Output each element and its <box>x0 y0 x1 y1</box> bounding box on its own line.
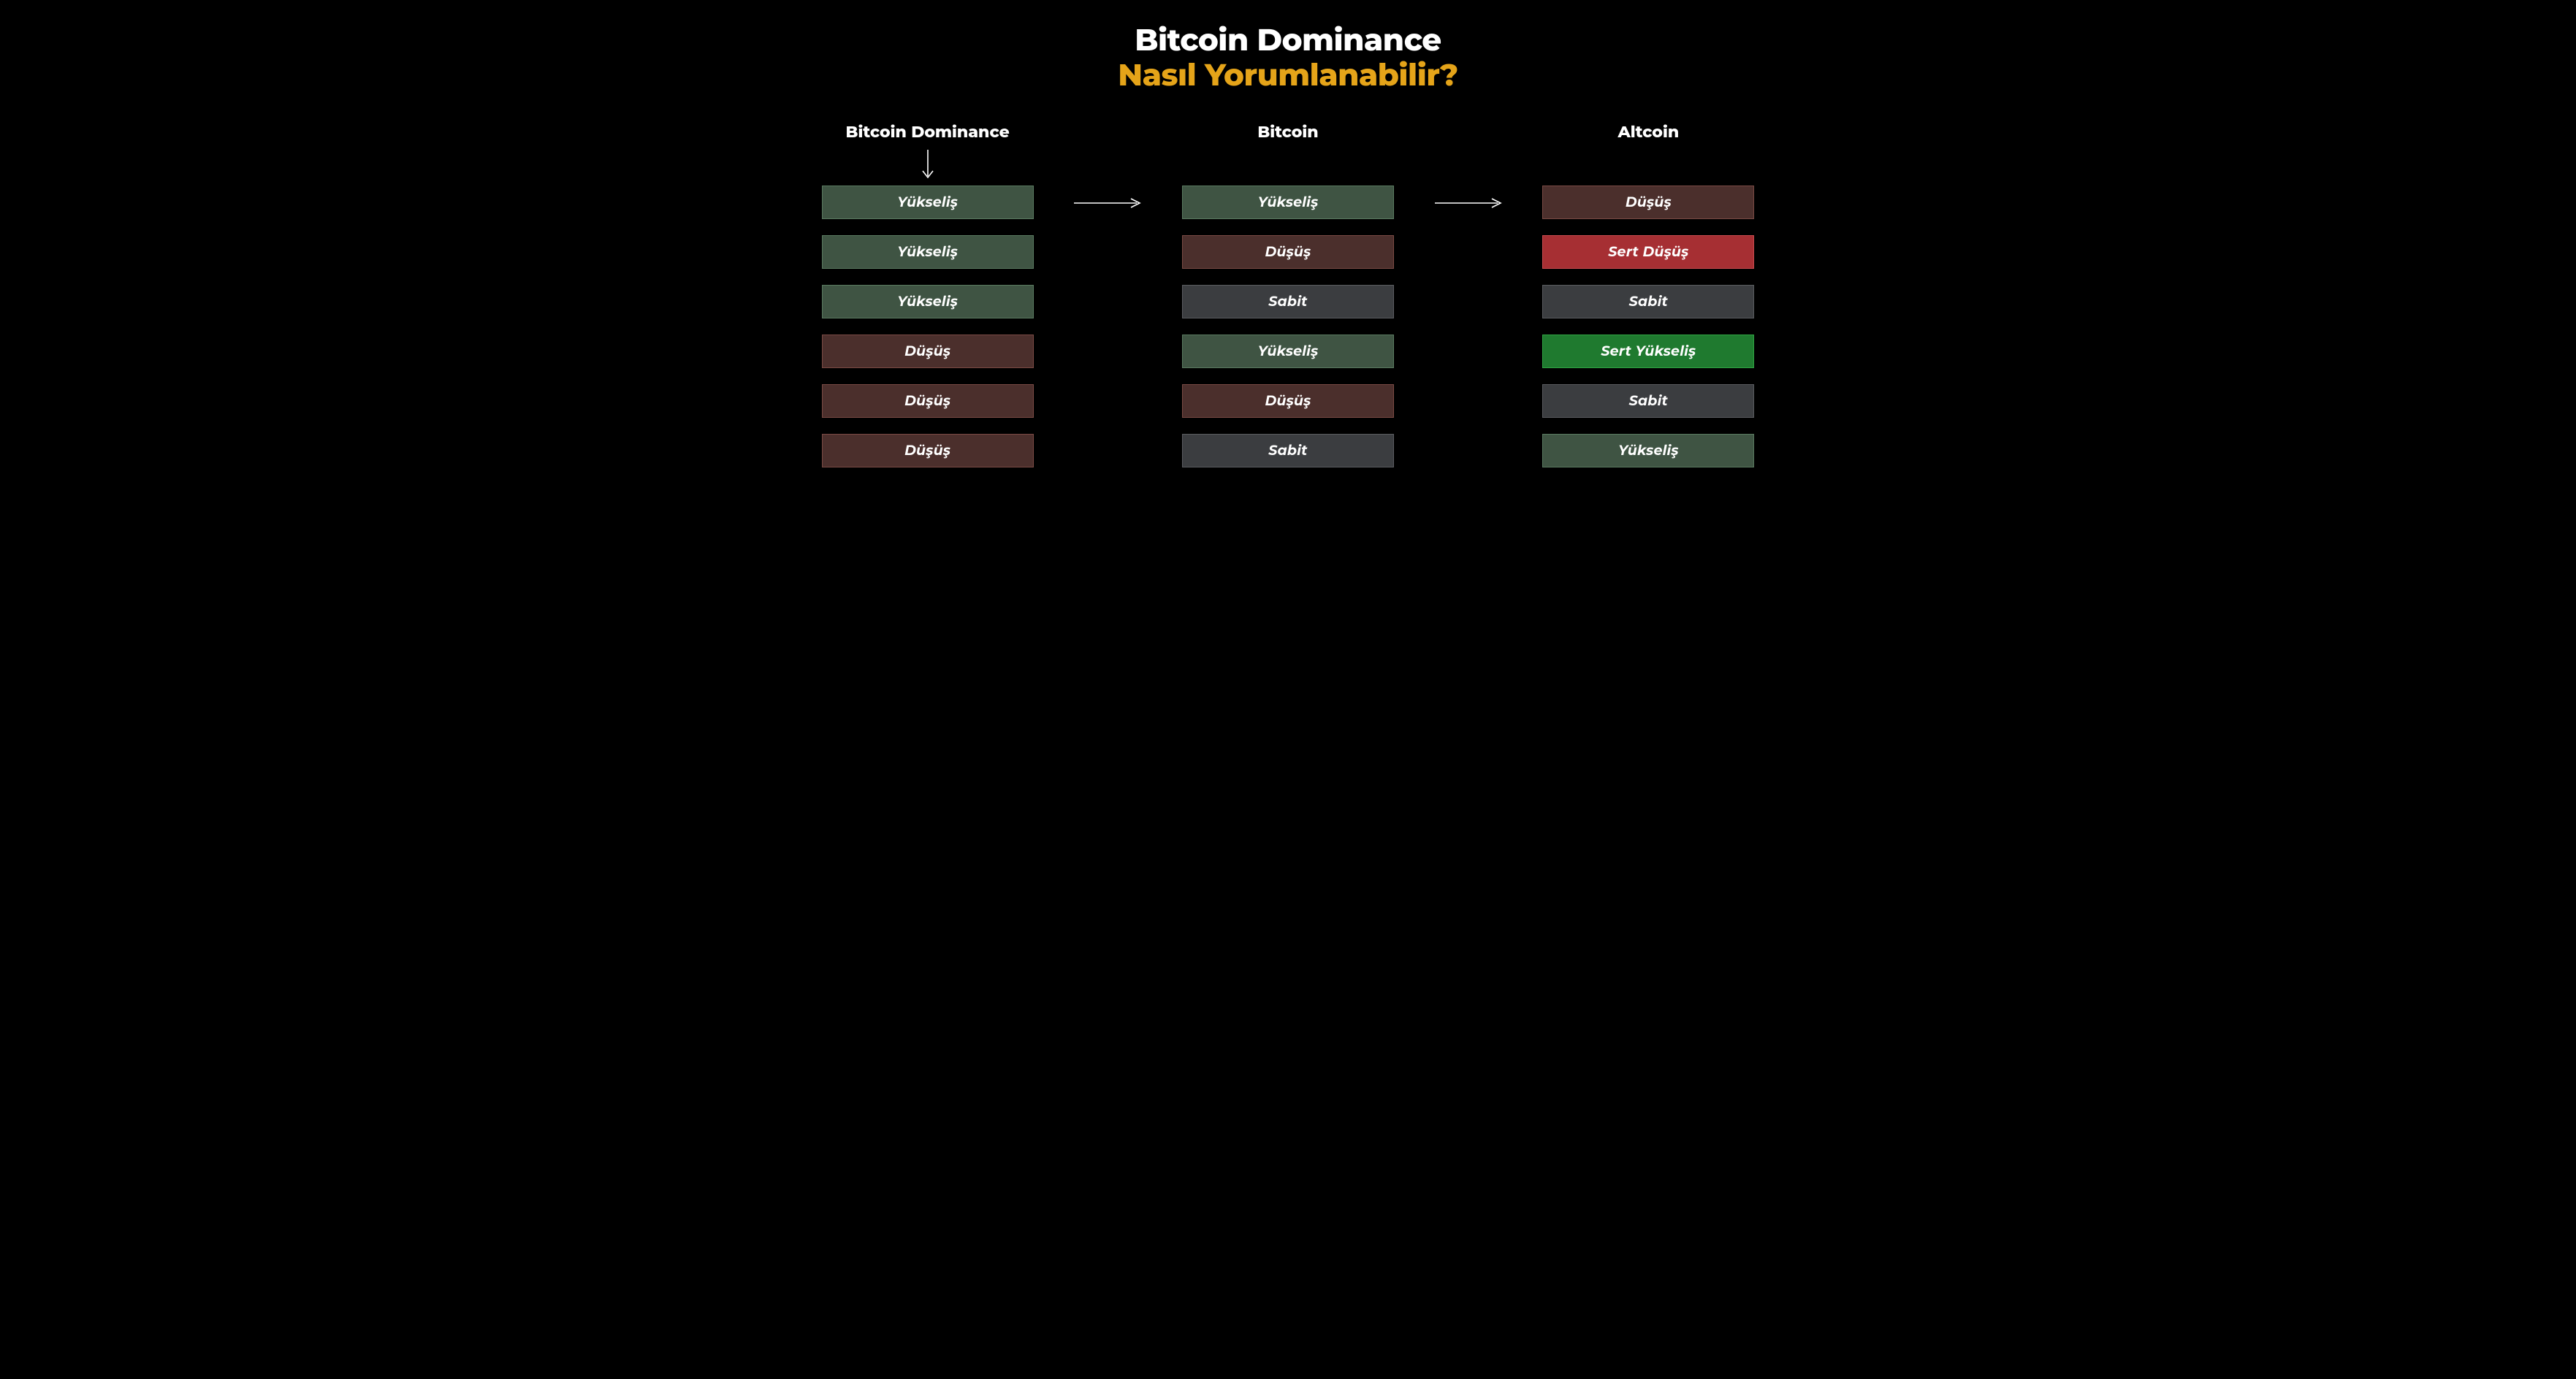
cell-dominance-5: Düşüş <box>822 434 1034 467</box>
arrow-right-icon <box>1071 196 1144 210</box>
title-line-1: Bitcoin Dominance <box>1118 22 1457 57</box>
cell-bitcoin-1: Düşüş <box>1182 235 1394 269</box>
cell-label: Sabit <box>1268 293 1307 310</box>
cell-label: Sabit <box>1268 442 1307 459</box>
arrow-right-slot-b <box>1425 186 1512 220</box>
cell-label: Düşüş <box>904 343 950 359</box>
cell-label: Yükseliş <box>897 194 958 210</box>
cell-dominance-0: Yükseliş <box>822 186 1034 219</box>
column-bitcoin: Bitcoin Yükseliş Düşüş Sabit Yükseliş Dü… <box>1151 122 1424 467</box>
cell-label: Sabit <box>1629 392 1668 409</box>
cell-dominance-3: Düşüş <box>822 335 1034 368</box>
cell-altcoin-0: Düşüş <box>1542 186 1754 219</box>
cell-label: Sert Yükseliş <box>1601 343 1696 359</box>
cell-dominance-1: Yükseliş <box>822 235 1034 269</box>
arrow-right-slot-a <box>1064 186 1151 220</box>
cell-label: Düşüş <box>1626 194 1672 210</box>
cell-altcoin-5: Yükseliş <box>1542 434 1754 467</box>
cell-bitcoin-0: Yükseliş <box>1182 186 1394 219</box>
cell-label: Sabit <box>1629 293 1668 310</box>
cell-label: Yükseliş <box>897 293 958 310</box>
cell-label: Düşüş <box>904 392 950 409</box>
title-line-2: Nasıl Yorumlanabilir? <box>1118 57 1457 92</box>
column-dominance: Bitcoin Dominance Yükseliş Yükseliş Yüks… <box>791 122 1064 467</box>
arrow-right-icon <box>1432 196 1505 210</box>
cell-label: Yükseliş <box>897 243 958 260</box>
arrow-column-a <box>1064 122 1151 220</box>
cell-bitcoin-4: Düşüş <box>1182 384 1394 418</box>
arrow-column-b <box>1425 122 1512 220</box>
title-block: Bitcoin Dominance Nasıl Yorumlanabilir? <box>1118 22 1457 93</box>
column-header-dominance: Bitcoin Dominance <box>846 122 1010 142</box>
cells-bitcoin: Yükseliş Düşüş Sabit Yükseliş Düşüş Sabi… <box>1151 186 1424 467</box>
column-header-altcoin: Altcoin <box>1618 122 1680 142</box>
cell-altcoin-3: Sert Yükseliş <box>1542 335 1754 368</box>
cells-altcoin: Düşüş Sert Düşüş Sabit Sert Yükseliş Sab… <box>1512 186 1785 467</box>
cell-label: Düşüş <box>1265 392 1311 409</box>
arrow-down-icon <box>917 148 939 180</box>
cell-label: Yükseliş <box>1258 343 1319 359</box>
cell-bitcoin-3: Yükseliş <box>1182 335 1394 368</box>
column-header-bitcoin: Bitcoin <box>1257 122 1318 142</box>
cell-dominance-2: Yükseliş <box>822 285 1034 318</box>
cell-altcoin-4: Sabit <box>1542 384 1754 418</box>
columns-wrap: Bitcoin Dominance Yükseliş Yükseliş Yüks… <box>791 122 1785 467</box>
down-arrow-slot <box>917 146 939 183</box>
cell-bitcoin-2: Sabit <box>1182 285 1394 318</box>
cell-altcoin-2: Sabit <box>1542 285 1754 318</box>
cell-altcoin-1: Sert Düşüş <box>1542 235 1754 269</box>
cell-dominance-4: Düşüş <box>822 384 1034 418</box>
cell-label: Yükseliş <box>1258 194 1319 210</box>
cell-bitcoin-5: Sabit <box>1182 434 1394 467</box>
column-altcoin: Altcoin Düşüş Sert Düşüş Sabit Sert Yüks… <box>1512 122 1785 467</box>
cell-label: Düşüş <box>904 442 950 459</box>
cell-label: Sert Düşüş <box>1608 243 1688 260</box>
cells-dominance: Yükseliş Yükseliş Yükseliş Düşüş Düşüş D… <box>791 186 1064 467</box>
cell-label: Yükseliş <box>1618 442 1679 459</box>
cell-label: Düşüş <box>1265 243 1311 260</box>
